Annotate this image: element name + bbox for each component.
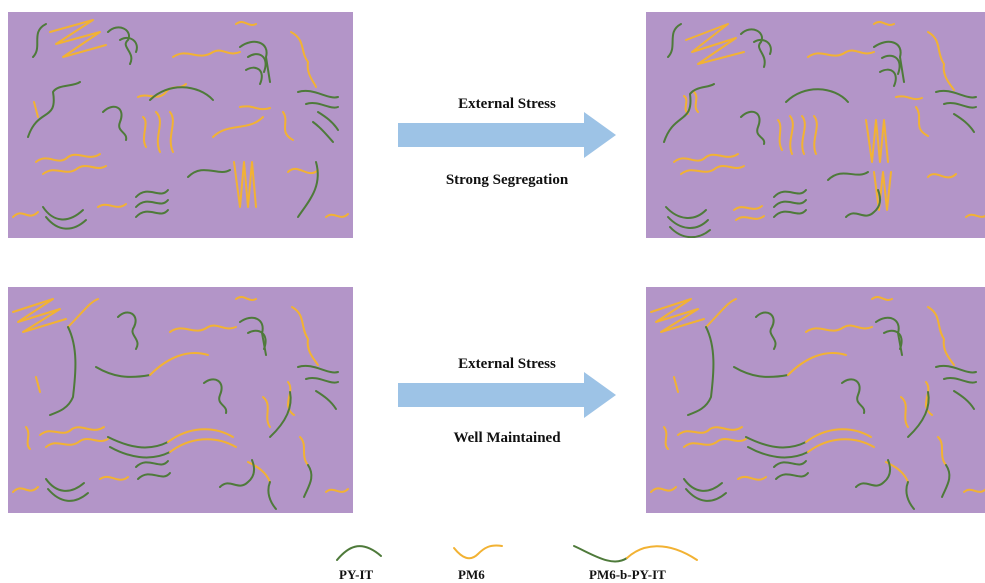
initial-blend-panel-top [8,12,353,238]
row2-arrow [398,372,616,418]
row1-arrow [398,112,616,158]
legend-pm6 [450,540,510,569]
segregated-blend-panel [646,12,985,238]
row1-stress-label: External Stress [458,96,556,112]
row2-stress-label: External Stress [458,356,556,372]
legend-py-it-label: PY-IT [339,567,374,582]
row2-outcome-label: Well Maintained [453,430,561,446]
initial-blend-panel-bottom [8,287,353,513]
legend-pm6-b-py-it-label: PM6-b-PY-IT [589,567,666,582]
py-it-swatch-icon [336,545,382,561]
legend-pm6-b-py-it [572,538,702,577]
pm6-b-py-it-swatch-icon [573,545,698,563]
legend-py-it [335,538,385,571]
pm6-swatch-icon [453,544,503,560]
legend-pm6-label: PM6 [458,567,485,582]
row1-outcome-label: Strong Segregation [445,172,569,188]
maintained-blend-panel [646,287,985,513]
